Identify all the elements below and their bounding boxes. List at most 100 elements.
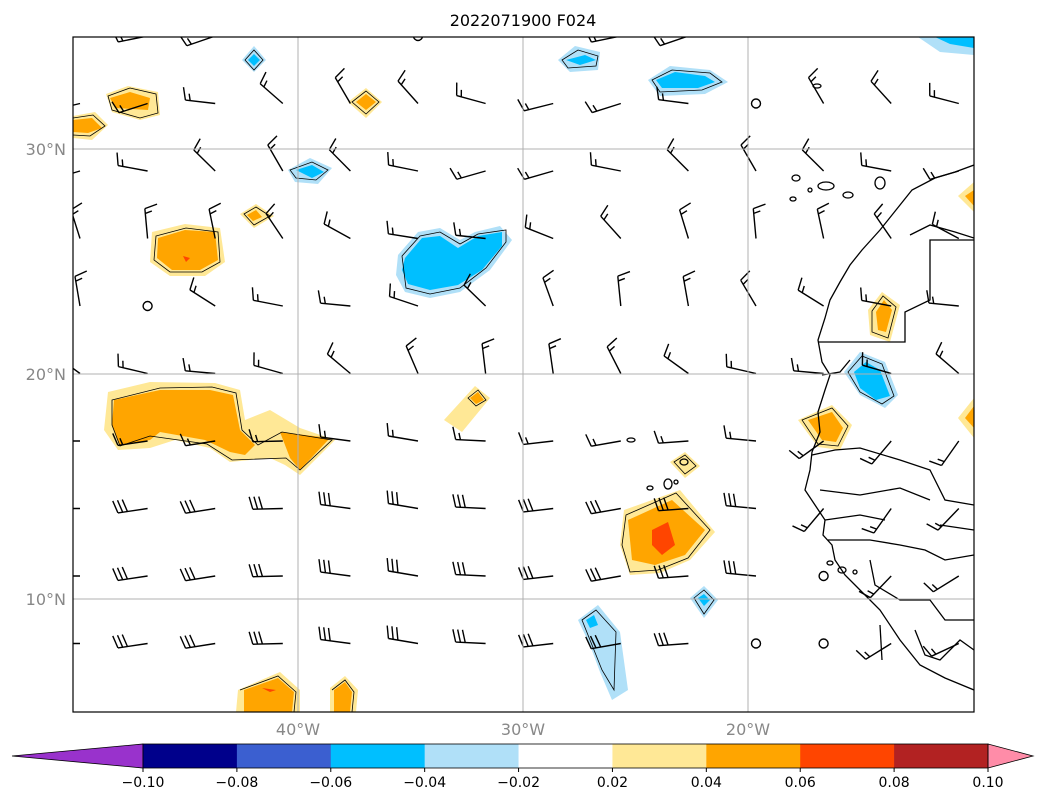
wind-barb: [397, 69, 419, 104]
wind-barb: [807, 67, 825, 104]
colorbar-segment: [518, 744, 613, 768]
lon-label: 20°W: [726, 720, 770, 739]
wind-barb: [653, 497, 689, 512]
wind-barb: [112, 634, 148, 649]
contour-line: [693, 589, 715, 615]
wind-barb: [752, 203, 766, 239]
wind-barb: [816, 202, 830, 239]
wind-barb: [453, 222, 486, 240]
wind-barb: [52, 13, 80, 36]
wind-barb: [725, 353, 757, 375]
wind-barb: [179, 433, 216, 447]
wind-barb: [860, 287, 892, 307]
calm-wind-marker: [142, 300, 153, 312]
wind-barb: [73, 642, 80, 645]
wind-barb: [73, 170, 81, 174]
wind-barb: [723, 560, 757, 577]
country-border: [939, 524, 974, 531]
island: [679, 458, 689, 466]
wind-barb: [182, 357, 216, 375]
wind-barb: [318, 559, 351, 577]
wind-barb: [584, 101, 622, 114]
calm-wind-marker: [750, 98, 762, 109]
calm-wind-marker: [412, 37, 424, 42]
wind-barb: [111, 101, 148, 114]
wind-barb: [386, 557, 419, 577]
contour-line: [73, 114, 106, 137]
country-border: [828, 539, 974, 561]
wind-barb: [179, 499, 216, 514]
wind-barb: [463, 273, 487, 307]
colorbar-segment: [330, 744, 426, 768]
island: [626, 437, 636, 443]
wind-barb: [455, 82, 486, 105]
wind-barb: [317, 290, 351, 307]
contour-line: [467, 389, 487, 407]
island: [826, 560, 834, 566]
wind-barb: [653, 430, 689, 444]
anomaly-region: [578, 605, 628, 700]
wind-barb: [318, 491, 351, 510]
island: [791, 174, 801, 182]
contour-line: [107, 87, 159, 119]
wind-barb: [929, 440, 960, 467]
wind-barb: [656, 86, 689, 105]
colorbar-tick-label: 0.06: [785, 775, 816, 791]
wind-barb: [318, 424, 351, 442]
anomaly-region: [965, 406, 974, 428]
island: [807, 187, 813, 193]
wind-barb: [653, 564, 689, 579]
wind-barb: [265, 203, 284, 239]
contour-line: [621, 492, 711, 573]
wind-barb: [940, 2, 959, 36]
gridlines: [73, 37, 974, 712]
anomaly-region: [248, 54, 260, 66]
map-area: [52, 1, 974, 712]
wind-barb: [585, 499, 621, 515]
wind-barb: [452, 561, 486, 577]
wind-barb: [653, 632, 689, 647]
wind-barb: [723, 492, 757, 510]
wind-barb: [405, 337, 419, 374]
wind-barb: [926, 508, 960, 531]
anomaly-region: [73, 118, 102, 133]
wind-barb: [606, 337, 622, 374]
colorbar-segment: [236, 744, 332, 768]
contour-line: [651, 69, 723, 93]
anomaly-region: [808, 412, 843, 442]
anomaly-region: [183, 256, 190, 262]
wind-barb: [193, 138, 216, 172]
wind-barb: [449, 167, 486, 180]
anomaly-region: [566, 55, 596, 65]
wind-barb: [790, 357, 824, 375]
wind-barb: [144, 203, 158, 239]
wind-barb: [114, 37, 147, 43]
wind-barb: [876, 1, 891, 36]
island: [817, 181, 835, 191]
wind-barb: [452, 629, 486, 645]
anomaly-region: [698, 594, 710, 606]
wind-barb: [323, 211, 351, 240]
wind-barb: [723, 21, 756, 36]
colorbar-segment: [800, 744, 895, 768]
anomaly-region: [356, 94, 376, 110]
colorbar-segment: [706, 744, 801, 768]
wind-barb: [327, 6, 351, 36]
contour-line: [331, 679, 355, 712]
island: [673, 479, 679, 485]
wind-barb: [387, 152, 419, 172]
colorbar-tick-label: −0.02: [497, 775, 540, 791]
anomaly-region: [402, 232, 502, 290]
wind-barb: [723, 425, 757, 442]
wind-barb: [326, 342, 351, 375]
wind-barb: [318, 626, 351, 645]
wind-barb: [542, 269, 554, 307]
wind-barb: [585, 567, 621, 582]
wind-barb: [74, 270, 88, 307]
wind-barb: [334, 67, 352, 104]
country-border: [869, 559, 974, 621]
anomaly-region: [280, 432, 330, 470]
wind-barb: [923, 575, 960, 593]
wind-barb: [935, 341, 960, 375]
